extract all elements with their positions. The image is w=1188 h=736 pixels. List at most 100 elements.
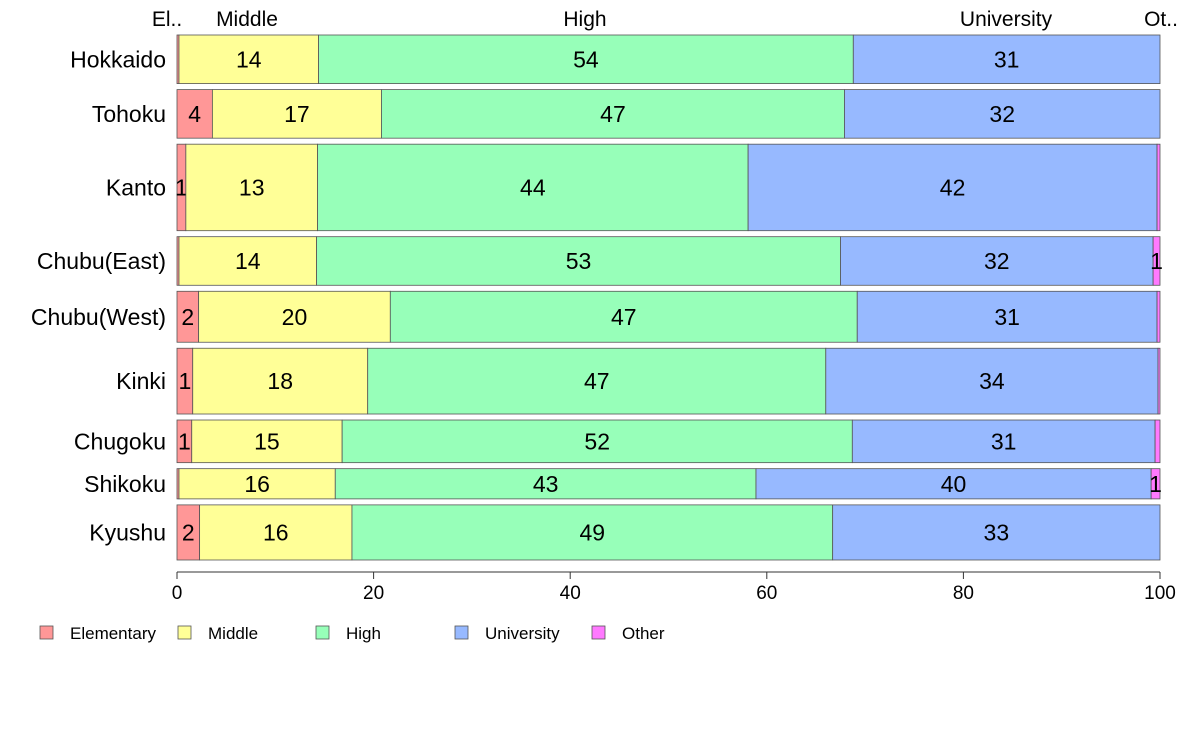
bar-segment-high (389, 290, 858, 343)
top-column-labels: El.. Middle High University Ot.. (152, 8, 1178, 31)
bar-segment-high (341, 419, 853, 464)
data-label: 33 (984, 519, 1010, 545)
bar-segment-other (1157, 347, 1161, 415)
x-tick-label: 80 (953, 583, 974, 604)
legend: Elementary Middle High University Other (39, 624, 665, 643)
bar-segment-high (316, 236, 841, 286)
bar-segment-other (1156, 290, 1161, 343)
bar-segment-other (1156, 143, 1161, 232)
data-label: 32 (989, 101, 1015, 127)
bar-segment-middle (211, 89, 382, 139)
legend-item-other: Other (591, 624, 665, 643)
bar-segment-other (1154, 419, 1161, 464)
legend-item-elementary: Elementary (39, 624, 156, 643)
data-label: 34 (979, 368, 1005, 394)
data-label: 47 (584, 368, 610, 394)
data-label: 14 (235, 248, 261, 274)
bar-segment-middle (199, 504, 353, 561)
bar-segment-university (852, 34, 1161, 84)
bar-segment-university (825, 347, 1159, 415)
legend-label: Other (622, 624, 665, 643)
x-tick-label: 100 (1144, 583, 1176, 604)
bar-segment-middle (198, 290, 391, 343)
bar-row-tohoku: 4 17 47 32 (176, 89, 1161, 139)
data-label: 44 (520, 174, 546, 200)
x-axis: 0 20 40 60 80 100 (172, 571, 1176, 604)
bar-segment-middle (192, 347, 369, 415)
category-label: Hokkaido (70, 46, 166, 72)
top-column-label: El.. (152, 8, 182, 31)
category-label: Kinki (116, 368, 166, 394)
bar-segment-high (367, 347, 827, 415)
data-label: 15 (254, 428, 280, 454)
top-column-label: Ot.. (1144, 8, 1178, 31)
legend-label: University (485, 624, 560, 643)
x-tick-label: 40 (560, 583, 581, 604)
data-label: 16 (263, 519, 289, 545)
bar-row-hokkaido: 14 54 31 (176, 34, 1161, 84)
bar-segment-high (351, 504, 834, 561)
x-tick-label: 0 (172, 583, 183, 604)
data-label: 53 (566, 248, 592, 274)
category-label: Kyushu (89, 519, 166, 545)
data-label: 16 (244, 471, 270, 497)
category-label: Kanto (106, 174, 166, 200)
category-label: Shikoku (84, 471, 166, 497)
data-label: 1 (178, 368, 191, 394)
bar-segment-high (317, 143, 749, 232)
category-label: Chubu(East) (37, 248, 166, 274)
data-label: 2 (182, 519, 195, 545)
data-label: 47 (600, 101, 626, 127)
category-label: Chubu(West) (31, 304, 166, 330)
legend-swatch (177, 625, 192, 640)
legend-label: Elementary (70, 624, 156, 643)
data-label: 1 (178, 428, 191, 454)
bar-row-shikoku: 16 43 40 1 (176, 468, 1162, 500)
bar-segment-university (856, 290, 1158, 343)
bar-segment-high (381, 89, 845, 139)
bar-segment-university (844, 89, 1161, 139)
legend-swatch (591, 625, 606, 640)
bar-row-chubu-west-: 2 20 47 31 (176, 290, 1161, 343)
top-column-label: High (563, 8, 606, 31)
data-label: 47 (611, 304, 637, 330)
legend-swatch (39, 625, 54, 640)
data-label: 31 (994, 304, 1020, 330)
data-label: 43 (533, 471, 559, 497)
top-column-label: University (960, 8, 1053, 31)
bar-segment-other (1150, 468, 1161, 500)
bar-row-kinki: 1 18 47 34 (176, 347, 1161, 415)
data-label: 31 (991, 428, 1017, 454)
category-label: Tohoku (92, 101, 166, 127)
bar-row-kyushu: 2 16 49 33 (176, 504, 1161, 561)
bar-row-kanto: 1 13 44 42 (175, 143, 1161, 232)
bar-row-chugoku: 1 15 52 31 (176, 419, 1161, 464)
data-label: 52 (584, 428, 610, 454)
data-label: 1 (1149, 471, 1162, 497)
data-label: 13 (239, 174, 265, 200)
x-tick-label: 60 (756, 583, 777, 604)
legend-item-middle: Middle (177, 624, 258, 643)
top-column-label: Middle (216, 8, 278, 31)
legend-swatch (315, 625, 330, 640)
bar-segment-high (318, 34, 854, 84)
legend-label: High (346, 624, 381, 643)
data-label: 18 (267, 368, 293, 394)
data-label: 49 (580, 519, 606, 545)
data-label: 17 (284, 101, 310, 127)
legend-item-university: University (454, 624, 560, 643)
bar-segment-middle (178, 236, 317, 286)
data-label: 2 (181, 304, 194, 330)
bar-segment-university (832, 504, 1161, 561)
legend-label: Middle (208, 624, 258, 643)
bar-segment-university (755, 468, 1152, 500)
bar-segment-university (747, 143, 1158, 232)
data-label: 1 (175, 174, 188, 200)
category-label: Chugoku (74, 428, 166, 454)
data-label: 40 (941, 471, 967, 497)
data-label: 31 (994, 46, 1020, 72)
bar-row-chubu-east-: 14 53 32 1 (176, 236, 1163, 286)
bar-segment-high (334, 468, 757, 500)
